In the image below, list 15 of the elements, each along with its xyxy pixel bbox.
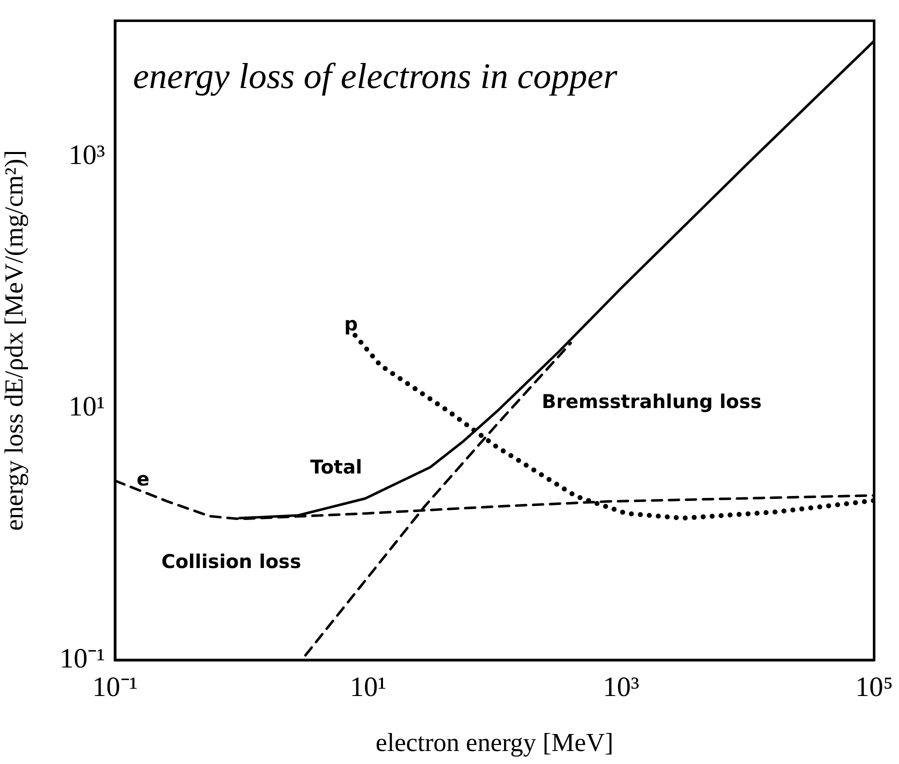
y-tick-label: 10³ [68, 140, 105, 171]
x-tick-label: 10⁻¹ [92, 672, 138, 704]
text: energy loss of electrons in copper [133, 56, 618, 96]
series-label: Collision loss [161, 550, 302, 573]
y-tick-label: 10⁻¹ [60, 643, 105, 674]
series-label: Bremsstrahlung loss [542, 390, 762, 413]
series-label: p [344, 313, 358, 336]
x-tick-label: 10³ [602, 672, 640, 704]
series-label: Total [310, 456, 362, 478]
x-tick-label: 10⁵ [855, 672, 893, 704]
y-axis-title: energy loss dE/ρdx [MeV/(mg/cm²)] [0, 150, 28, 531]
y-tick-label: 10¹ [68, 392, 105, 423]
x-tick-label: 10¹ [350, 672, 386, 704]
annotation: e [136, 468, 150, 491]
x-axis-title: electron energy [MeV] [376, 728, 614, 758]
